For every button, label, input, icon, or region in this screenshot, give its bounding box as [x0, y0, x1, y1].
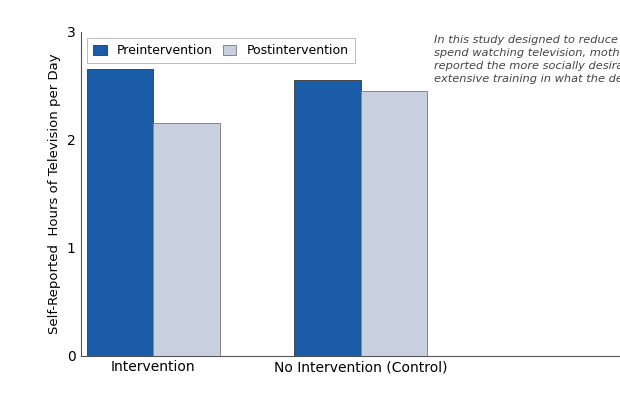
Bar: [87, 70, 153, 356]
Bar: [361, 91, 427, 356]
Y-axis label: Self-Reported  Hours of Television per Day: Self-Reported Hours of Television per Da…: [48, 53, 61, 334]
Bar: [153, 123, 219, 356]
Bar: [294, 80, 361, 356]
Text: In this study designed to reduce the amount of time children
spend watching tele: In this study designed to reduce the amo…: [434, 35, 620, 85]
Legend: Preintervention, Postintervention: Preintervention, Postintervention: [87, 38, 355, 63]
